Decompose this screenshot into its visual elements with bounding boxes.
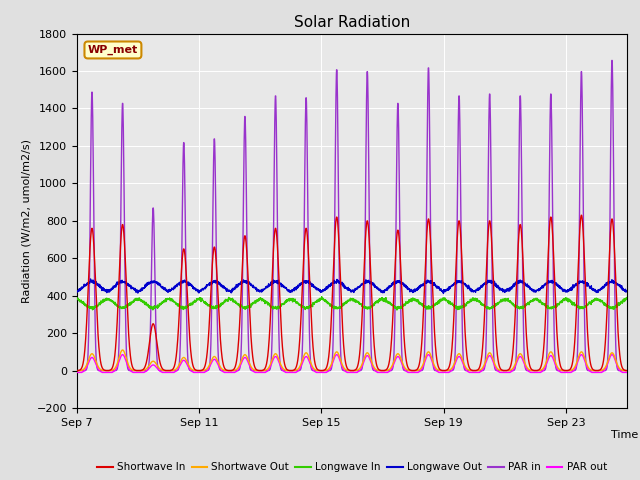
Y-axis label: Radiation (W/m2, umol/m2/s): Radiation (W/m2, umol/m2/s) [21, 139, 31, 303]
Title: Solar Radiation: Solar Radiation [294, 15, 410, 30]
Text: WP_met: WP_met [88, 45, 138, 55]
Legend: Shortwave In, Shortwave Out, Longwave In, Longwave Out, PAR in, PAR out: Shortwave In, Shortwave Out, Longwave In… [93, 458, 611, 477]
X-axis label: Time: Time [611, 431, 638, 441]
